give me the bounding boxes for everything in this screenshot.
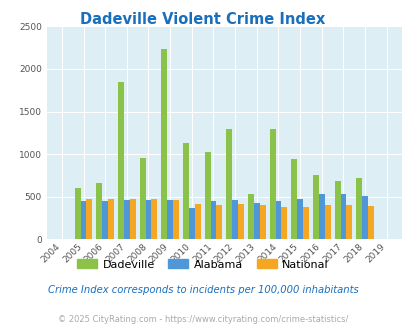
Bar — [145, 200, 151, 239]
Bar — [118, 82, 124, 239]
Text: Dadeville Violent Crime Index: Dadeville Violent Crime Index — [80, 12, 325, 26]
Bar — [296, 199, 302, 239]
Bar — [259, 205, 265, 239]
Bar — [173, 200, 179, 239]
Text: Crime Index corresponds to incidents per 100,000 inhabitants: Crime Index corresponds to incidents per… — [47, 285, 358, 295]
Bar — [340, 194, 345, 239]
Bar — [161, 50, 167, 239]
Bar — [253, 203, 259, 239]
Bar — [80, 201, 86, 239]
Bar — [124, 200, 130, 239]
Bar — [318, 194, 324, 239]
Bar — [86, 199, 92, 239]
Bar — [210, 201, 216, 239]
Bar — [237, 204, 243, 239]
Bar — [194, 204, 200, 239]
Bar — [216, 205, 222, 239]
Bar — [130, 199, 135, 239]
Bar — [275, 201, 281, 239]
Bar — [75, 188, 80, 239]
Bar — [188, 208, 194, 239]
Bar — [302, 207, 308, 239]
Bar — [361, 196, 367, 239]
Bar — [269, 129, 275, 239]
Bar — [183, 143, 188, 239]
Bar — [312, 175, 318, 239]
Bar — [281, 207, 286, 239]
Bar — [167, 200, 173, 239]
Bar — [151, 199, 157, 239]
Bar — [226, 129, 232, 239]
Bar — [247, 194, 253, 239]
Bar — [334, 182, 340, 239]
Bar — [96, 183, 102, 239]
Bar — [367, 206, 373, 239]
Bar — [204, 151, 210, 239]
Bar — [102, 201, 108, 239]
Bar — [139, 158, 145, 239]
Bar — [345, 205, 352, 239]
Bar — [324, 205, 330, 239]
Bar — [108, 199, 114, 239]
Bar — [232, 200, 237, 239]
Bar — [356, 178, 361, 239]
Bar — [291, 159, 296, 239]
Text: © 2025 CityRating.com - https://www.cityrating.com/crime-statistics/: © 2025 CityRating.com - https://www.city… — [58, 315, 347, 324]
Legend: Dadeville, Alabama, National: Dadeville, Alabama, National — [72, 255, 333, 274]
